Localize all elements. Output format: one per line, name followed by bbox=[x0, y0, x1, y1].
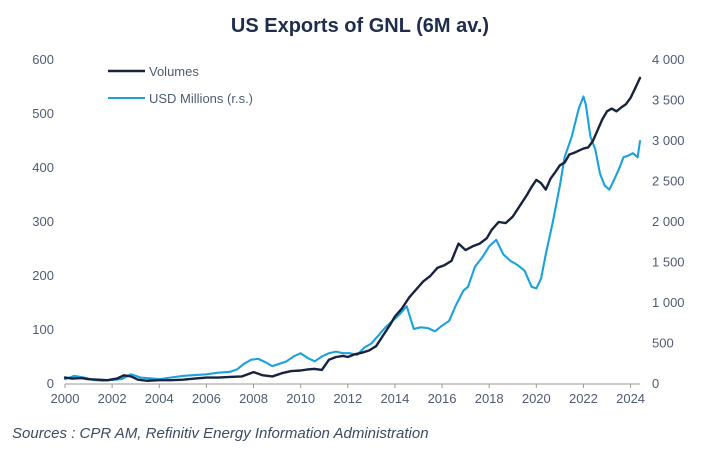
x-axis-ticks: 2000 2002 2004 2006 2008 2010 2012 2014 2016 2018… bbox=[51, 384, 645, 406]
right-axis-tick-label: 2 000 bbox=[652, 214, 685, 229]
right-axis-tick-label: 0 bbox=[652, 376, 659, 391]
x-axis-tick-label: 2024 bbox=[616, 391, 645, 406]
volumes-series-line bbox=[63, 76, 642, 382]
x-axis-tick-label: 2002 bbox=[98, 391, 127, 406]
left-axis-tick-label: 200 bbox=[32, 268, 54, 283]
right-axis-tick-label: 500 bbox=[652, 336, 674, 351]
legend-volumes-label: Volumes bbox=[149, 64, 199, 79]
right-axis-tick-label: 1 000 bbox=[652, 295, 685, 310]
left-axis-tick-label: 600 bbox=[32, 52, 54, 67]
right-axis-tick-label: 2 500 bbox=[652, 174, 685, 189]
left-axis-tick-label: 400 bbox=[32, 160, 54, 175]
left-axis-tick-label: 0 bbox=[47, 376, 54, 391]
x-axis-tick-label: 2006 bbox=[192, 391, 221, 406]
legend-usd-millions-label: USD Millions (r.s.) bbox=[149, 91, 253, 106]
left-axis-tick-label: 300 bbox=[32, 214, 54, 229]
x-axis-tick-label: 2008 bbox=[239, 391, 268, 406]
source-note: Sources : CPR AM, Refinitiv Energy Infor… bbox=[12, 425, 429, 442]
x-axis-tick-label: 2012 bbox=[333, 391, 362, 406]
x-axis-tick-label: 2016 bbox=[428, 391, 457, 406]
x-axis-tick-label: 2014 bbox=[380, 391, 409, 406]
right-axis-tick-label: 4 000 bbox=[652, 52, 685, 67]
right-axis-tick-label: 3 500 bbox=[652, 93, 685, 108]
chart-legend: Volumes USD Millions (r.s.) bbox=[108, 64, 253, 106]
x-axis-tick-label: 2010 bbox=[286, 391, 315, 406]
right-axis-tick-label: 1 500 bbox=[652, 255, 685, 270]
chart-title: US Exports of GNL (6M av.) bbox=[231, 15, 489, 37]
left-axis-ticks: 0 100 200 300 400 500 600 bbox=[32, 52, 54, 391]
right-axis-tick-label: 3 000 bbox=[652, 133, 685, 148]
usd-millions-series-line bbox=[63, 95, 642, 382]
x-axis-tick-label: 2000 bbox=[51, 391, 80, 406]
x-axis-tick-label: 2018 bbox=[475, 391, 504, 406]
right-axis-ticks: 0 500 1 000 1 500 2 000 2 500 3 000 3 500 4 000 bbox=[652, 52, 685, 391]
x-axis-tick-label: 2020 bbox=[522, 391, 551, 406]
left-axis-tick-label: 100 bbox=[32, 322, 54, 337]
left-axis-tick-label: 500 bbox=[32, 106, 54, 121]
x-axis-tick-label: 2004 bbox=[145, 391, 174, 406]
x-axis-tick-label: 2022 bbox=[569, 391, 598, 406]
